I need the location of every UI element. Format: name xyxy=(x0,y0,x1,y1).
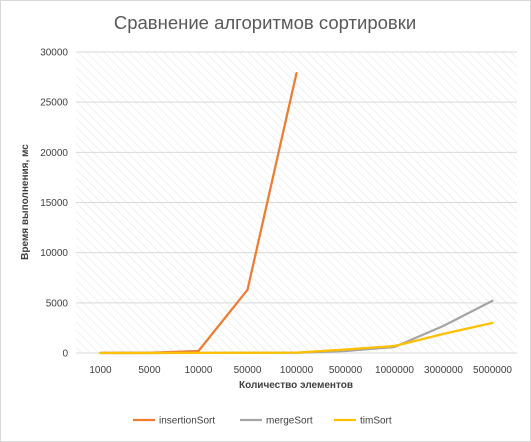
x-tick-label: 500000 xyxy=(329,365,363,376)
y-tick-label: 5000 xyxy=(46,298,69,309)
legend-label: timSort xyxy=(360,416,392,427)
legend-label: mergeSort xyxy=(266,416,313,427)
chart-title: Сравнение алгоритмов сортировки xyxy=(114,12,416,33)
legend-label: insertionSort xyxy=(159,416,215,427)
y-tick-label: 15000 xyxy=(40,198,68,209)
y-tick-label: 10000 xyxy=(40,248,68,259)
x-tick-label: 5000000 xyxy=(473,365,512,376)
y-tick-label: 25000 xyxy=(40,98,68,109)
x-tick-label: 5000 xyxy=(138,365,161,376)
series-line-timSort xyxy=(99,321,494,355)
x-tick-label: 1000 xyxy=(89,365,112,376)
x-tick-label: 10000 xyxy=(185,365,213,376)
x-tick-label: 50000 xyxy=(234,365,262,376)
x-tick-label: 1000000 xyxy=(375,365,414,376)
x-axis-label: Количество элементов xyxy=(239,380,353,391)
legend: insertionSort mergeSort timSort xyxy=(133,416,392,427)
gridlines xyxy=(76,51,517,354)
y-tick-label: 30000 xyxy=(40,48,68,59)
x-axis-ticks: 1000 5000 10000 50000 100000 500000 1000000 300… xyxy=(89,365,512,376)
y-tick-label: 20000 xyxy=(40,148,68,159)
x-tick-label: 100000 xyxy=(280,365,314,376)
y-axis-label: Время выполнения, мс xyxy=(20,144,31,260)
series-lines xyxy=(99,71,494,355)
y-axis-ticks: 0 5000 10000 15000 20000 25000 30000 xyxy=(40,48,68,360)
y-tick-label: 0 xyxy=(62,349,68,360)
x-tick-label: 3000000 xyxy=(424,365,463,376)
